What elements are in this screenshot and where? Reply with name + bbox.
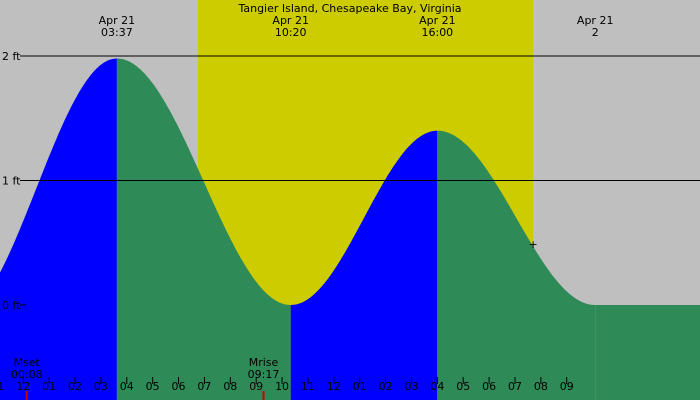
x-tick-label: 07: [197, 380, 211, 393]
x-tick-label: 11: [301, 380, 315, 393]
moon-event-label: Mset: [14, 356, 41, 369]
x-tick-label: 05: [456, 380, 470, 393]
falling-tide-segment: [116, 58, 291, 400]
y-axis: 2 ft 1 ft 0 ft: [2, 50, 21, 312]
x-tick-label: 04: [430, 380, 444, 393]
extreme-date-label: Apr 21: [577, 14, 614, 27]
extreme-time-label: 03:37: [101, 26, 133, 39]
moon-event-label: Mrise: [249, 356, 279, 369]
y-tick-label: 0 ft: [2, 299, 21, 312]
rising-tide-segment: [0, 58, 117, 400]
tide-area: [0, 58, 700, 400]
falling-tide-segment: [595, 305, 700, 400]
moon-event-time: 00:08: [11, 368, 43, 381]
x-tick-label: 12: [327, 380, 341, 393]
x-tick-label: 03: [94, 380, 108, 393]
grid: [20, 55, 700, 306]
x-tick-label: 05: [146, 380, 160, 393]
extreme-date-label: Apr 21: [99, 14, 136, 27]
x-axis: 11 12 01 02 03 04 05 06 07 08 09 10 11 12 01 02 03 04 05 06…: [0, 377, 574, 393]
x-tick-label: 09: [249, 380, 263, 393]
x-tick-label: 12: [16, 380, 30, 393]
rising-tide-segment: [290, 130, 438, 400]
x-tick-label: 02: [68, 380, 82, 393]
x-tick-label: 06: [482, 380, 496, 393]
x-tick-label: 07: [508, 380, 522, 393]
x-tick-label: 11: [0, 380, 4, 393]
x-tick-label: 01: [42, 380, 56, 393]
y-tick-label: 1 ft: [2, 175, 21, 188]
x-tick-label: 08: [223, 380, 237, 393]
extreme-time-label: 2: [592, 26, 599, 39]
x-tick-label: 02: [379, 380, 393, 393]
chart-title: Tangier Island, Chesapeake Bay, Virginia: [237, 2, 461, 15]
x-tick-label: 06: [172, 380, 186, 393]
falling-tide-segment: [437, 130, 596, 400]
x-tick-label: 04: [120, 380, 134, 393]
x-tick-label: 09: [560, 380, 574, 393]
y-tick-label: 2 ft: [2, 50, 21, 63]
current-time-marker: +: [528, 238, 537, 251]
x-tick-label: 08: [534, 380, 548, 393]
x-tick-label: 10: [275, 380, 289, 393]
extreme-time-label: 16:00: [421, 26, 453, 39]
x-tick-label: 01: [353, 380, 367, 393]
x-tick-label: 03: [404, 380, 418, 393]
extreme-date-label: Apr 21: [272, 14, 309, 27]
extreme-date-label: Apr 21: [419, 14, 456, 27]
extreme-time-label: 10:20: [275, 26, 307, 39]
moon-event-time: 09:17: [248, 368, 280, 381]
